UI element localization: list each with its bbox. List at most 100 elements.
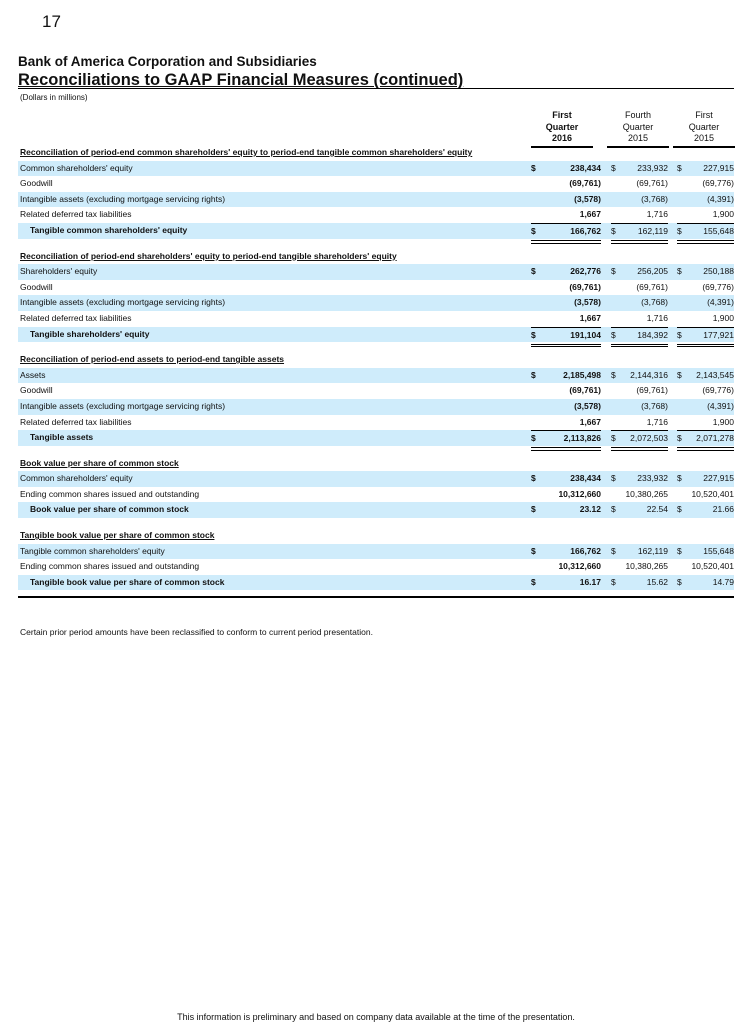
section-heading: Tangible book value per share of common … <box>18 518 734 544</box>
cell-value: 177,921 <box>703 329 734 340</box>
table-row: Ending common shares issued and outstand… <box>18 487 734 503</box>
column-header-line: First <box>695 110 713 120</box>
total-row: Book value per share of common stock $23.… <box>18 502 734 519</box>
row-label: Tangible shareholders' equity <box>30 328 150 339</box>
cell-value: 1,900 <box>712 209 734 220</box>
cell-value: 184,392 <box>637 329 668 340</box>
currency-symbol: $ <box>677 473 682 484</box>
cell-value: (4,391) <box>707 193 734 204</box>
value-cell: $2,071,278 <box>677 430 734 451</box>
currency-symbol: $ <box>677 162 682 173</box>
column-header-line: 2016 <box>551 133 573 143</box>
value-cell: $238,434 <box>531 471 601 487</box>
value-cell: $250,188 <box>677 264 734 280</box>
row-label: Intangible assets (excluding mortgage se… <box>20 193 226 204</box>
cell-value: 10,312,660 <box>558 561 601 572</box>
value-cell: (69,776) <box>677 383 734 399</box>
cell-value: 238,434 <box>570 473 601 484</box>
table-row: Shareholders' equity $262,776 $256,205 $250… <box>18 264 734 280</box>
currency-symbol: $ <box>611 369 616 380</box>
section-heading: Book value per share of common stock <box>18 446 734 472</box>
cell-value: 2,113,826 <box>563 433 601 444</box>
currency-symbol: $ <box>531 225 536 236</box>
value-cell: $155,648 <box>677 222 734 244</box>
currency-symbol: $ <box>531 369 536 380</box>
currency-symbol: $ <box>531 162 536 173</box>
cell-value: 2,071,278 <box>696 433 734 444</box>
cell-value: (3,768) <box>641 193 668 204</box>
value-cell: 1,900 <box>677 311 734 327</box>
cell-value: 14.79 <box>712 576 734 587</box>
table-row: Intangible assets (excluding mortgage se… <box>18 295 734 311</box>
currency-symbol: $ <box>611 329 616 340</box>
value-cell: $15.62 <box>611 575 668 591</box>
column-header: First Quarter 2016 <box>531 110 593 148</box>
table-row: Tangible common shareholders' equity $166… <box>18 543 734 560</box>
total-row: Tangible common shareholders' equity $166… <box>18 222 734 244</box>
cell-value: 23.12 <box>579 504 601 515</box>
currency-symbol: $ <box>531 545 536 556</box>
value-cell: $14.79 <box>677 575 734 591</box>
value-cell: $166,762 <box>531 222 601 244</box>
table-row: Intangible assets (excluding mortgage se… <box>18 398 734 415</box>
cell-value: (69,776) <box>702 178 734 189</box>
table-row: Common shareholders' equity $238,434 $233,… <box>18 471 734 487</box>
value-cell: $23.12 <box>531 502 601 518</box>
value-cell: $2,144,316 <box>611 368 668 384</box>
table-row: Common shareholders' equity $238,434 $233,… <box>18 160 734 177</box>
cell-value: 162,119 <box>637 225 668 236</box>
cell-value: 1,716 <box>646 416 668 427</box>
cell-value: (69,761) <box>636 385 668 396</box>
currency-symbol: $ <box>611 473 616 484</box>
value-cell: 10,380,265 <box>611 487 668 503</box>
table-row: Related deferred tax liabilities 1,667 1,7… <box>18 415 734 431</box>
value-cell: $16.17 <box>531 575 601 591</box>
column-header-line: Fourth <box>624 110 651 120</box>
column-header-line: First <box>552 110 572 120</box>
row-label: Ending common shares issued and outstand… <box>20 488 200 499</box>
cell-value: 227,915 <box>703 473 734 484</box>
table-row: Related deferred tax liabilities 1,667 1,7… <box>18 311 734 327</box>
value-cell: $2,143,545 <box>677 368 734 384</box>
currency-symbol: $ <box>531 433 536 444</box>
value-cell: (3,768) <box>611 295 668 311</box>
cell-value: 1,667 <box>579 416 601 427</box>
column-header-line: Quarter <box>688 121 720 132</box>
section-heading: Reconciliation of period-end shareholder… <box>18 239 734 265</box>
value-cell: (3,578) <box>531 295 601 311</box>
cell-value: 1,716 <box>646 312 668 323</box>
cell-value: 166,762 <box>570 225 601 236</box>
cell-value: (69,761) <box>636 178 668 189</box>
value-cell: $184,392 <box>611 326 668 347</box>
value-cell: 1,667 <box>531 207 601 223</box>
column-header: First Quarter 2015 <box>673 110 735 148</box>
currency-symbol: $ <box>677 266 682 277</box>
units-label: (Dollars in millions) <box>20 93 88 102</box>
value-cell: 1,667 <box>531 415 601 431</box>
row-label: Intangible assets (excluding mortgage se… <box>20 400 226 411</box>
value-cell: $256,205 <box>611 264 668 280</box>
value-cell: $21.66 <box>677 502 734 518</box>
section-heading-text: Book value per share of common stock <box>20 457 179 468</box>
row-label: Goodwill <box>20 178 53 189</box>
cell-value: 16.17 <box>579 576 601 587</box>
section-heading-text: Reconciliation of period-end shareholder… <box>20 250 397 261</box>
cell-value: (69,776) <box>702 281 734 292</box>
currency-symbol: $ <box>531 504 536 515</box>
row-label: Common shareholders' equity <box>20 162 133 173</box>
currency-symbol: $ <box>677 329 682 340</box>
value-cell: $22.54 <box>611 502 668 518</box>
value-cell: $233,932 <box>611 471 668 487</box>
cell-value: (69,761) <box>569 385 601 396</box>
value-cell: 10,520,401 <box>677 487 734 503</box>
cell-value: 21.66 <box>712 504 734 515</box>
company-name: Bank of America Corporation and Subsidia… <box>18 54 317 69</box>
value-cell: $2,113,826 <box>531 430 601 451</box>
value-cell: $166,762 <box>531 544 601 560</box>
value-cell: $233,932 <box>611 161 668 177</box>
cell-value: (3,768) <box>641 297 668 308</box>
value-cell: (69,761) <box>611 383 668 399</box>
cell-value: 256,205 <box>637 266 668 277</box>
value-cell: (3,768) <box>611 192 668 208</box>
cell-value: 10,380,265 <box>625 561 668 572</box>
